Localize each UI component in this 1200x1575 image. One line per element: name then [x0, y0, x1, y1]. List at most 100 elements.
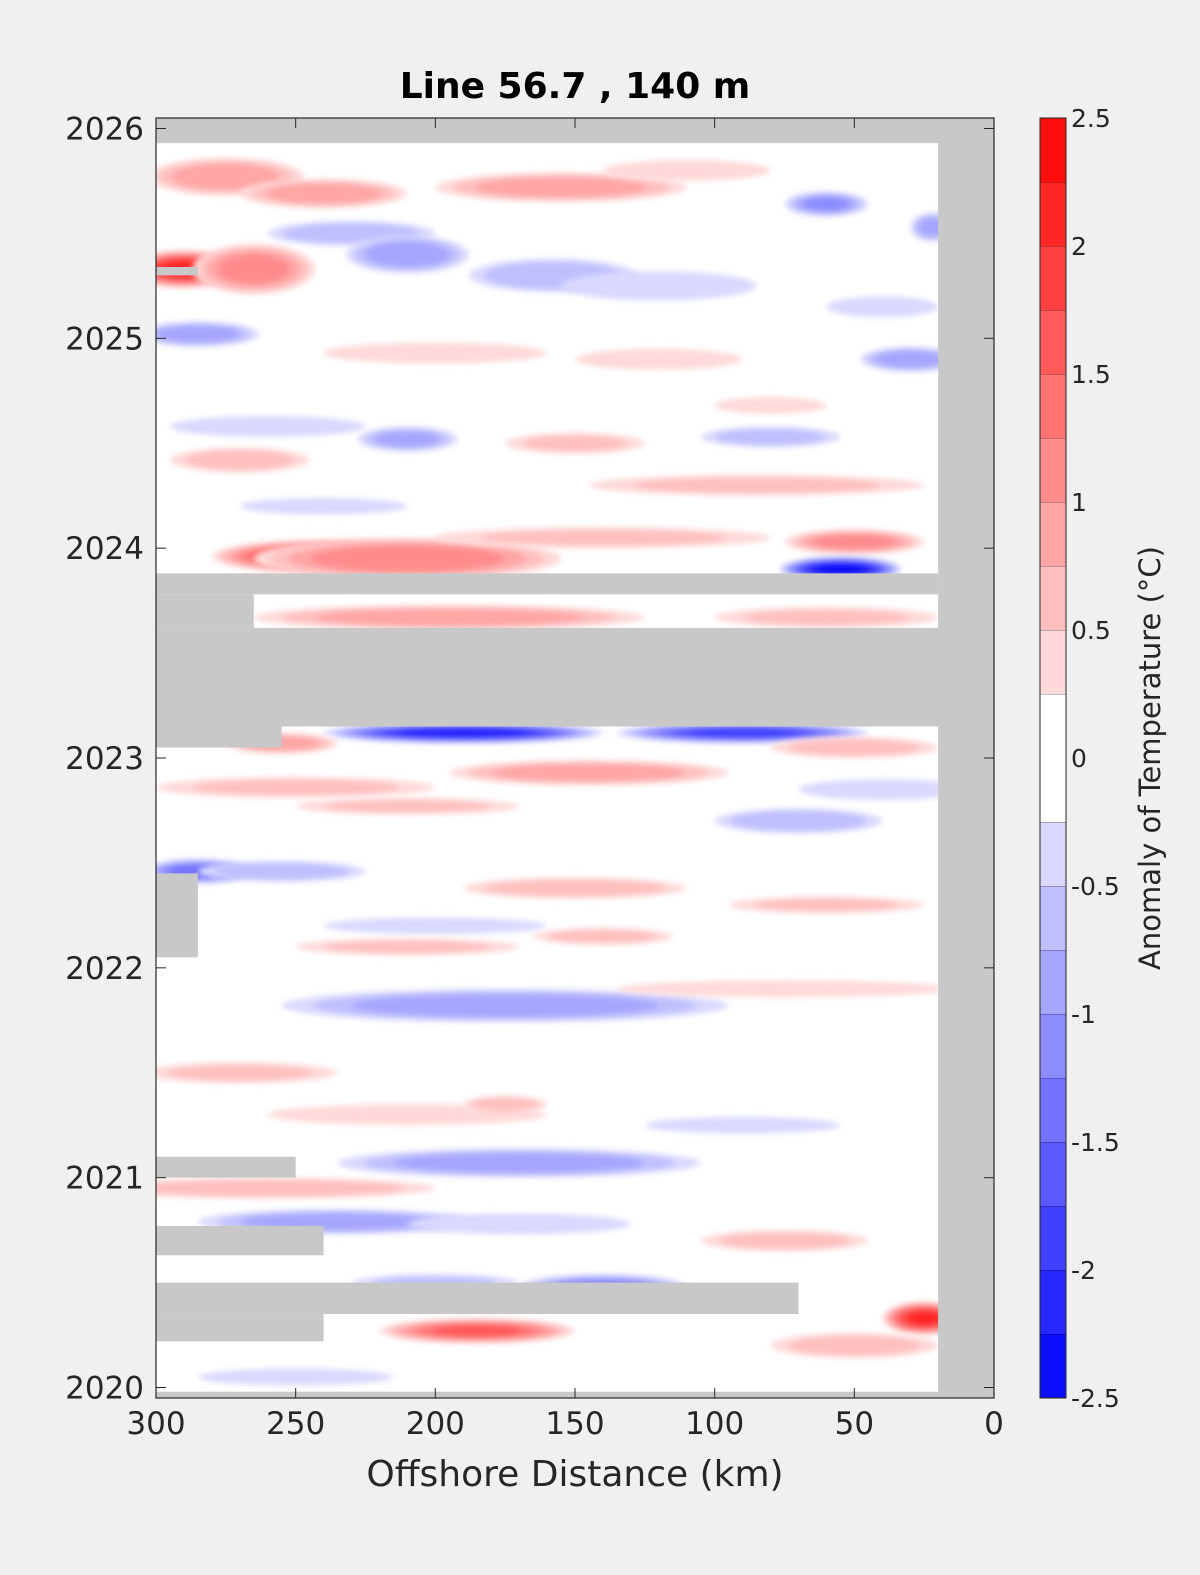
contour-level: [754, 898, 899, 912]
colorbar-band: [1040, 1078, 1066, 1142]
anomaly-feature: [295, 797, 520, 815]
contour-level: [375, 430, 440, 448]
colorbar-tick-label: 1.5: [1071, 360, 1111, 389]
anomaly-feature: [533, 927, 673, 945]
contour-level: [397, 727, 530, 738]
anomaly-feature: [407, 1213, 631, 1235]
contour-level: [351, 994, 659, 1018]
anomaly-feature: [449, 760, 729, 786]
contour-level: [407, 1213, 631, 1235]
anomaly-feature: [169, 415, 366, 437]
anomaly-feature: [197, 860, 366, 882]
anomaly-feature: [714, 808, 883, 834]
contour-level: [548, 929, 658, 943]
contour-level: [644, 1116, 841, 1134]
colorbar-tick-label: -1: [1071, 1000, 1096, 1029]
colorbar-band: [1040, 1014, 1066, 1078]
contour-level: [323, 342, 548, 364]
contour-level: [813, 534, 896, 550]
contour-level: [632, 477, 881, 493]
anomaly-feature: [561, 271, 757, 301]
anomaly-feature: [463, 877, 687, 899]
colorbar-frame: [1039, 117, 1067, 1399]
anomaly-feature: [357, 426, 458, 452]
contour-level: [616, 980, 953, 998]
anomaly-feature: [239, 497, 408, 515]
contour-level: [788, 739, 921, 756]
contour-level: [814, 563, 867, 575]
colorbar: -2.5 -2 -1.5 -1 -0.5 0 0.5 1 1.5 2 2.5 Anomaly of …: [1039, 104, 1167, 1413]
anomaly-feature: [197, 1368, 394, 1386]
anomaly-feature: [575, 348, 743, 370]
contour-level: [213, 862, 351, 880]
x-tick-label: 150: [545, 1406, 604, 1442]
contour-level: [687, 728, 798, 738]
anomaly-feature: [337, 1148, 701, 1178]
x-axis-label: Offshore Distance (km): [366, 1454, 783, 1495]
anomaly-feature: [616, 722, 869, 744]
contour-level: [239, 497, 408, 515]
anomaly-feature: [156, 321, 260, 347]
no-data-region: [156, 594, 254, 628]
anomaly-feature: [435, 527, 771, 549]
anomaly-feature: [239, 178, 408, 209]
colorbar-tick-label: 0: [1071, 744, 1087, 773]
colorbar-tick-label: 1: [1071, 488, 1087, 517]
contour-level: [323, 917, 548, 935]
contour-level: [602, 159, 771, 181]
colorbar-band: [1040, 1334, 1066, 1398]
anomaly-feature: [714, 606, 939, 628]
y-axis: 2020 2021 2022 2023 2024 2025 2026: [65, 111, 994, 1407]
anomaly-feature: [253, 537, 562, 580]
contour-level: [492, 764, 686, 782]
contour-level: [434, 1325, 521, 1337]
anomaly-feature: [644, 1116, 841, 1134]
anomaly-feature: [169, 447, 310, 473]
anomaly-feature: [728, 896, 925, 914]
anomaly-feature: [714, 397, 827, 414]
y-tick-label: 2026: [65, 111, 144, 147]
contour-level: [310, 545, 505, 572]
contour-level: [908, 1311, 941, 1325]
colorbar-ticks: -2.5 -2 -1.5 -1 -0.5 0 0.5 1 1.5 2 2.5: [1071, 104, 1120, 1413]
contour-level: [826, 296, 939, 318]
plot-area: 300 250 200 150 100 50 0 202020212022202320242…: [65, 111, 1004, 1442]
contour-level: [730, 810, 867, 832]
colorbar-band: [1040, 886, 1066, 950]
no-data-region: [156, 1225, 324, 1256]
contour-level: [314, 608, 584, 627]
x-tick-label: 50: [835, 1406, 874, 1442]
colorbar-band: [1040, 374, 1066, 438]
colorbar-band: [1040, 182, 1066, 246]
contour-level: [714, 397, 827, 414]
y-tick-label: 2023: [65, 741, 144, 777]
no-data-region: [156, 1314, 324, 1342]
contour-level: [743, 609, 909, 626]
colorbar-band: [1040, 694, 1066, 822]
contour-level: [172, 163, 280, 190]
anomaly-feature: [700, 1230, 869, 1252]
contour-level: [265, 183, 382, 204]
anomaly-feature: [281, 988, 729, 1023]
x-tick-label: 0: [984, 1406, 1004, 1442]
contour-level: [718, 1232, 851, 1249]
colorbar-band: [1040, 1142, 1066, 1206]
anomaly-feature: [770, 737, 939, 758]
anomaly-feature: [379, 1318, 575, 1344]
contour-level: [217, 254, 291, 284]
no-data-region: [156, 1156, 296, 1178]
colorbar-band: [1040, 118, 1066, 182]
anomaly-feature: [156, 1062, 338, 1084]
contour-level: [575, 348, 743, 370]
anomaly-feature: [616, 980, 953, 998]
contour-level: [169, 415, 366, 437]
colorbar-tick-label: 2.5: [1071, 104, 1111, 133]
anomaly-feature: [784, 191, 869, 217]
chart-title: Line 56.7 , 140 m: [400, 66, 751, 107]
colorbar-band: [1040, 502, 1066, 566]
anomaly-feature: [323, 722, 603, 744]
no-data-region: [156, 573, 939, 595]
contour-level: [561, 271, 757, 301]
contour-level: [470, 1097, 540, 1112]
contour-level: [167, 1065, 313, 1081]
